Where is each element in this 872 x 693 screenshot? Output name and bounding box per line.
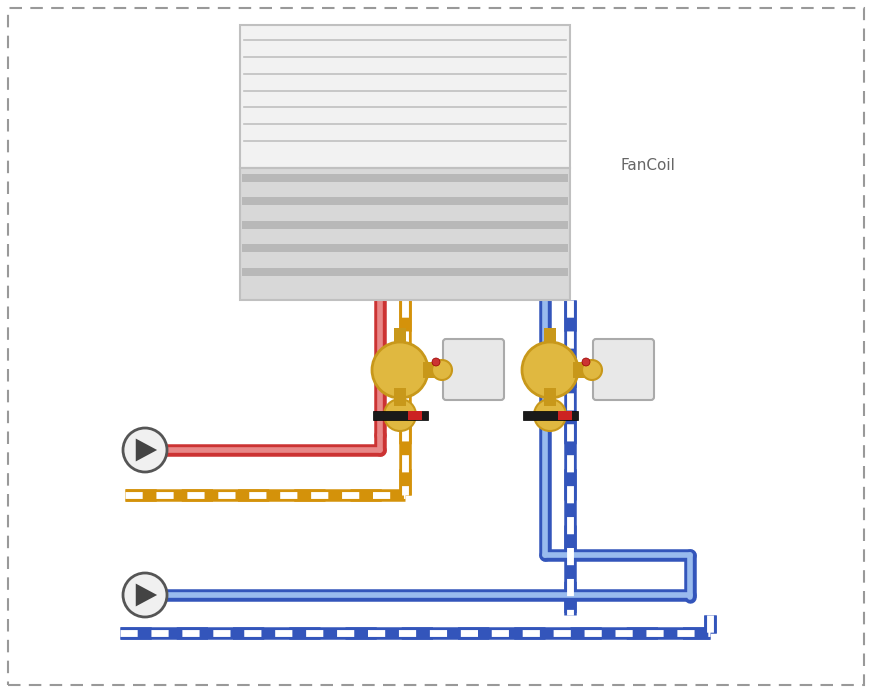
Bar [394, 328, 406, 342]
Circle shape [372, 342, 428, 398]
Circle shape [582, 360, 602, 380]
Bar [394, 388, 406, 406]
Bar [573, 362, 593, 378]
Bar [373, 411, 428, 420]
Polygon shape [136, 584, 157, 606]
Bar [408, 411, 422, 420]
Circle shape [432, 360, 452, 380]
Bar [242, 244, 568, 252]
Bar [242, 221, 568, 229]
Bar [240, 25, 570, 168]
Circle shape [522, 342, 578, 398]
Bar [544, 328, 556, 342]
Polygon shape [136, 439, 157, 462]
Text: FanCoil: FanCoil [620, 157, 675, 173]
Bar [240, 168, 570, 300]
Bar [242, 267, 568, 276]
Circle shape [432, 358, 440, 366]
Circle shape [123, 428, 167, 472]
Circle shape [534, 399, 566, 431]
Bar [423, 362, 443, 378]
Bar [242, 198, 568, 205]
Circle shape [582, 358, 590, 366]
Bar [558, 411, 572, 420]
FancyBboxPatch shape [443, 339, 504, 400]
Circle shape [123, 573, 167, 617]
FancyBboxPatch shape [593, 339, 654, 400]
Bar [242, 174, 568, 182]
Bar [523, 411, 578, 420]
Bar [544, 388, 556, 406]
Circle shape [384, 399, 416, 431]
